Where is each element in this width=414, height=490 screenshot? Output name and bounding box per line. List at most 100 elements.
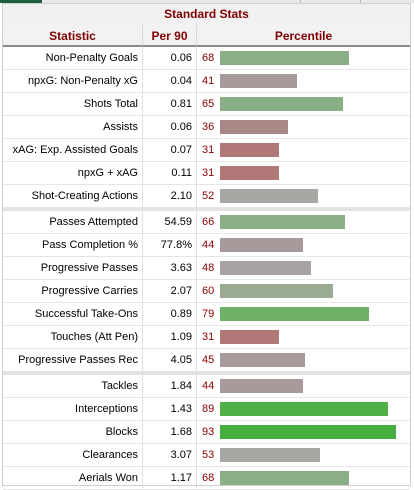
top-color-strip [0, 0, 414, 3]
percentile-bar [220, 330, 279, 344]
percentile-cell: 68 [197, 47, 410, 69]
percentile-cell: 44 [197, 234, 410, 256]
stat-label: Touches (Att Pen) [3, 326, 143, 348]
percentile-bar [220, 353, 305, 367]
percentile-bar [220, 307, 369, 321]
percentile-cell: 52 [197, 185, 410, 207]
percentile-bar [220, 166, 279, 180]
table-row: Non-Penalty Goals 0.06 68 [3, 47, 410, 70]
stat-label: Shots Total [3, 93, 143, 115]
percentile-value: 53 [202, 449, 215, 461]
table-row: Shots Total 0.81 65 [3, 93, 410, 116]
stat-label: xAG: Exp. Assisted Goals [3, 139, 143, 161]
percentile-value: 36 [202, 121, 215, 133]
percentile-value: 31 [202, 167, 215, 179]
top-strip-rest [42, 0, 414, 3]
percentile-cell: 45 [197, 349, 410, 371]
stat-label: Tackles [3, 375, 143, 397]
percentile-value: 44 [202, 239, 215, 251]
stat-label: Successful Take-Ons [3, 303, 143, 325]
table-row: Interceptions 1.43 89 [3, 398, 410, 421]
percentile-value: 52 [202, 190, 215, 202]
per90-value: 2.10 [143, 185, 197, 207]
per90-value: 54.59 [143, 211, 197, 233]
table-row: npxG: Non-Penalty xG 0.04 41 [3, 70, 410, 93]
percentile-cell: 48 [197, 257, 410, 279]
percentile-cell: 41 [197, 70, 410, 92]
percentile-cell: 31 [197, 162, 410, 184]
percentile-bar [220, 120, 288, 134]
percentile-cell: 66 [197, 211, 410, 233]
stat-label: Assists [3, 116, 143, 138]
stats-table-frame [2, 3, 411, 486]
per90-value: 1.09 [143, 326, 197, 348]
per90-value: 1.84 [143, 375, 197, 397]
percentile-bar [220, 425, 396, 439]
top-strip-accent [0, 0, 42, 3]
percentile-bar [220, 238, 303, 252]
percentile-cell: 79 [197, 303, 410, 325]
percentile-value: 65 [202, 98, 215, 110]
stat-label: npxG: Non-Penalty xG [3, 70, 143, 92]
per90-value: 1.43 [143, 398, 197, 420]
percentile-value: 60 [202, 285, 215, 297]
percentile-bar [220, 379, 303, 393]
percentile-value: 45 [202, 354, 215, 366]
table-row: npxG + xAG 0.11 31 [3, 162, 410, 185]
table-title: Standard Stats [3, 4, 410, 26]
per90-value: 77.8% [143, 234, 197, 256]
percentile-value: 31 [202, 144, 215, 156]
stat-label: Progressive Passes [3, 257, 143, 279]
percentile-value: 89 [202, 403, 215, 415]
table-row: Pass Completion % 77.8% 44 [3, 234, 410, 257]
percentile-value: 44 [202, 380, 215, 392]
percentile-bar [220, 215, 345, 229]
per90-value: 0.04 [143, 70, 197, 92]
per90-value: 2.07 [143, 280, 197, 302]
table-row: Progressive Carries 2.07 60 [3, 280, 410, 303]
stat-label: Blocks [3, 421, 143, 443]
column-header-per90[interactable]: Per 90 [143, 25, 197, 47]
stat-label: Non-Penalty Goals [3, 47, 143, 69]
percentile-cell: 31 [197, 326, 410, 348]
table-row: Assists 0.06 36 [3, 116, 410, 139]
per90-value: 0.81 [143, 93, 197, 115]
table-row: Progressive Passes 3.63 48 [3, 257, 410, 280]
per90-value: 0.06 [143, 47, 197, 69]
top-strip-divider [300, 0, 301, 3]
percentile-bar [220, 189, 318, 203]
table-row: Aerials Won 1.17 68 [3, 467, 410, 490]
stat-label: Passes Attempted [3, 211, 143, 233]
percentile-value: 68 [202, 52, 215, 64]
percentile-bar [220, 97, 343, 111]
per90-value: 0.11 [143, 162, 197, 184]
table-row: Touches (Att Pen) 1.09 31 [3, 326, 410, 349]
column-header-percentile[interactable]: Percentile [197, 25, 410, 47]
per90-value: 1.68 [143, 421, 197, 443]
percentile-bar [220, 51, 349, 65]
stat-label: Progressive Passes Rec [3, 349, 143, 371]
percentile-bar [220, 143, 279, 157]
stat-label: Progressive Carries [3, 280, 143, 302]
percentile-cell: 44 [197, 375, 410, 397]
percentile-bar [220, 284, 333, 298]
percentile-bar [220, 261, 311, 275]
stat-label: Clearances [3, 444, 143, 466]
percentile-cell: 89 [197, 398, 410, 420]
percentile-value: 79 [202, 308, 215, 320]
stat-label: Interceptions [3, 398, 143, 420]
percentile-value: 41 [202, 75, 215, 87]
stat-label: Pass Completion % [3, 234, 143, 256]
per90-value: 3.63 [143, 257, 197, 279]
per90-value: 0.07 [143, 139, 197, 161]
column-header-statistic[interactable]: Statistic [3, 25, 143, 47]
percentile-cell: 36 [197, 116, 410, 138]
table-row: Passes Attempted 54.59 66 [3, 211, 410, 234]
percentile-value: 93 [202, 426, 215, 438]
percentile-bar [220, 448, 320, 462]
percentile-cell: 60 [197, 280, 410, 302]
percentile-cell: 31 [197, 139, 410, 161]
percentile-cell: 68 [197, 467, 410, 489]
per90-value: 3.07 [143, 444, 197, 466]
percentile-bar [220, 471, 349, 485]
